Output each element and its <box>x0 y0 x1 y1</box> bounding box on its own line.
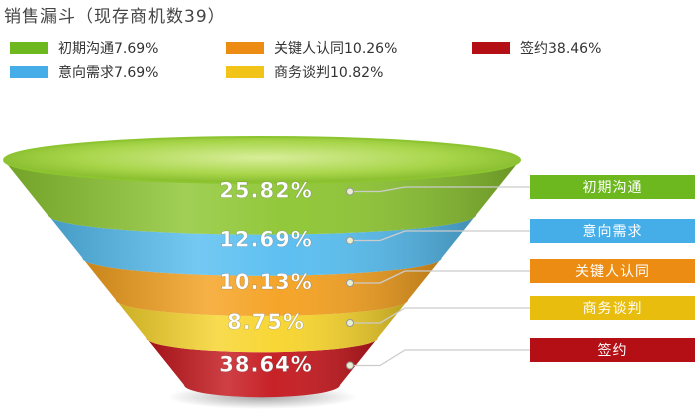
legend-label: 签约38.46% <box>520 41 602 57</box>
stage-tag <box>530 259 695 283</box>
legend-item: 关键人认同10.26% <box>226 38 397 58</box>
legend-swatch <box>10 42 48 54</box>
connector-dot <box>346 361 354 370</box>
connector-line <box>350 349 530 367</box>
stage-tag-label: 签约 <box>598 342 628 359</box>
value-label: 8.75% <box>227 310 305 334</box>
funnel-segment-shading <box>4 160 520 235</box>
legend-label: 意向需求7.69% <box>58 65 159 81</box>
connector-line <box>350 186 530 193</box>
stage-tag <box>530 338 695 362</box>
legend-swatch <box>472 42 510 54</box>
legend-item: 初期沟通7.69% <box>10 38 158 58</box>
legend-label: 商务谈判10.82% <box>274 65 384 81</box>
legend-item: 意向需求7.69% <box>10 62 158 82</box>
legend-item: 签约38.46% <box>472 38 601 58</box>
funnel-segment-shading <box>116 300 408 353</box>
legend-label: 关键人认同10.26% <box>274 41 398 57</box>
stage-tag <box>530 175 695 199</box>
value-label: 10.13% <box>219 270 312 294</box>
funnel-segment-shading <box>146 338 378 398</box>
legend-label: 初期沟通7.69% <box>58 41 159 57</box>
legend-swatch <box>10 66 48 78</box>
connector-dot <box>346 187 354 196</box>
stage-tag-label: 初期沟通 <box>583 179 643 196</box>
funnel-segment-shading <box>82 258 442 316</box>
connector-line <box>350 270 530 284</box>
legend-item: 商务谈判10.82% <box>226 62 383 82</box>
connector-dot <box>346 319 354 327</box>
chart-title: 销售漏斗（现存商机数39） <box>4 7 226 27</box>
stage-tag <box>530 296 695 320</box>
stage-tag <box>530 219 695 243</box>
value-label: 38.64% <box>219 353 312 377</box>
legend-swatch <box>226 66 264 78</box>
connector-dot <box>346 236 354 245</box>
value-label: 12.69% <box>219 228 312 252</box>
stage-tag-label: 商务谈判 <box>583 301 643 317</box>
stage-tag-label: 关键人认同 <box>575 264 650 280</box>
connector-line <box>350 307 530 324</box>
stage-tag-label: 意向需求 <box>583 223 643 240</box>
value-label: 25.82% <box>219 179 312 203</box>
legend-swatch <box>226 42 264 54</box>
connector-line <box>350 230 530 242</box>
funnel-top-opening <box>3 136 521 184</box>
funnel-segment-shading <box>48 215 476 276</box>
connector-dot <box>346 279 354 287</box>
